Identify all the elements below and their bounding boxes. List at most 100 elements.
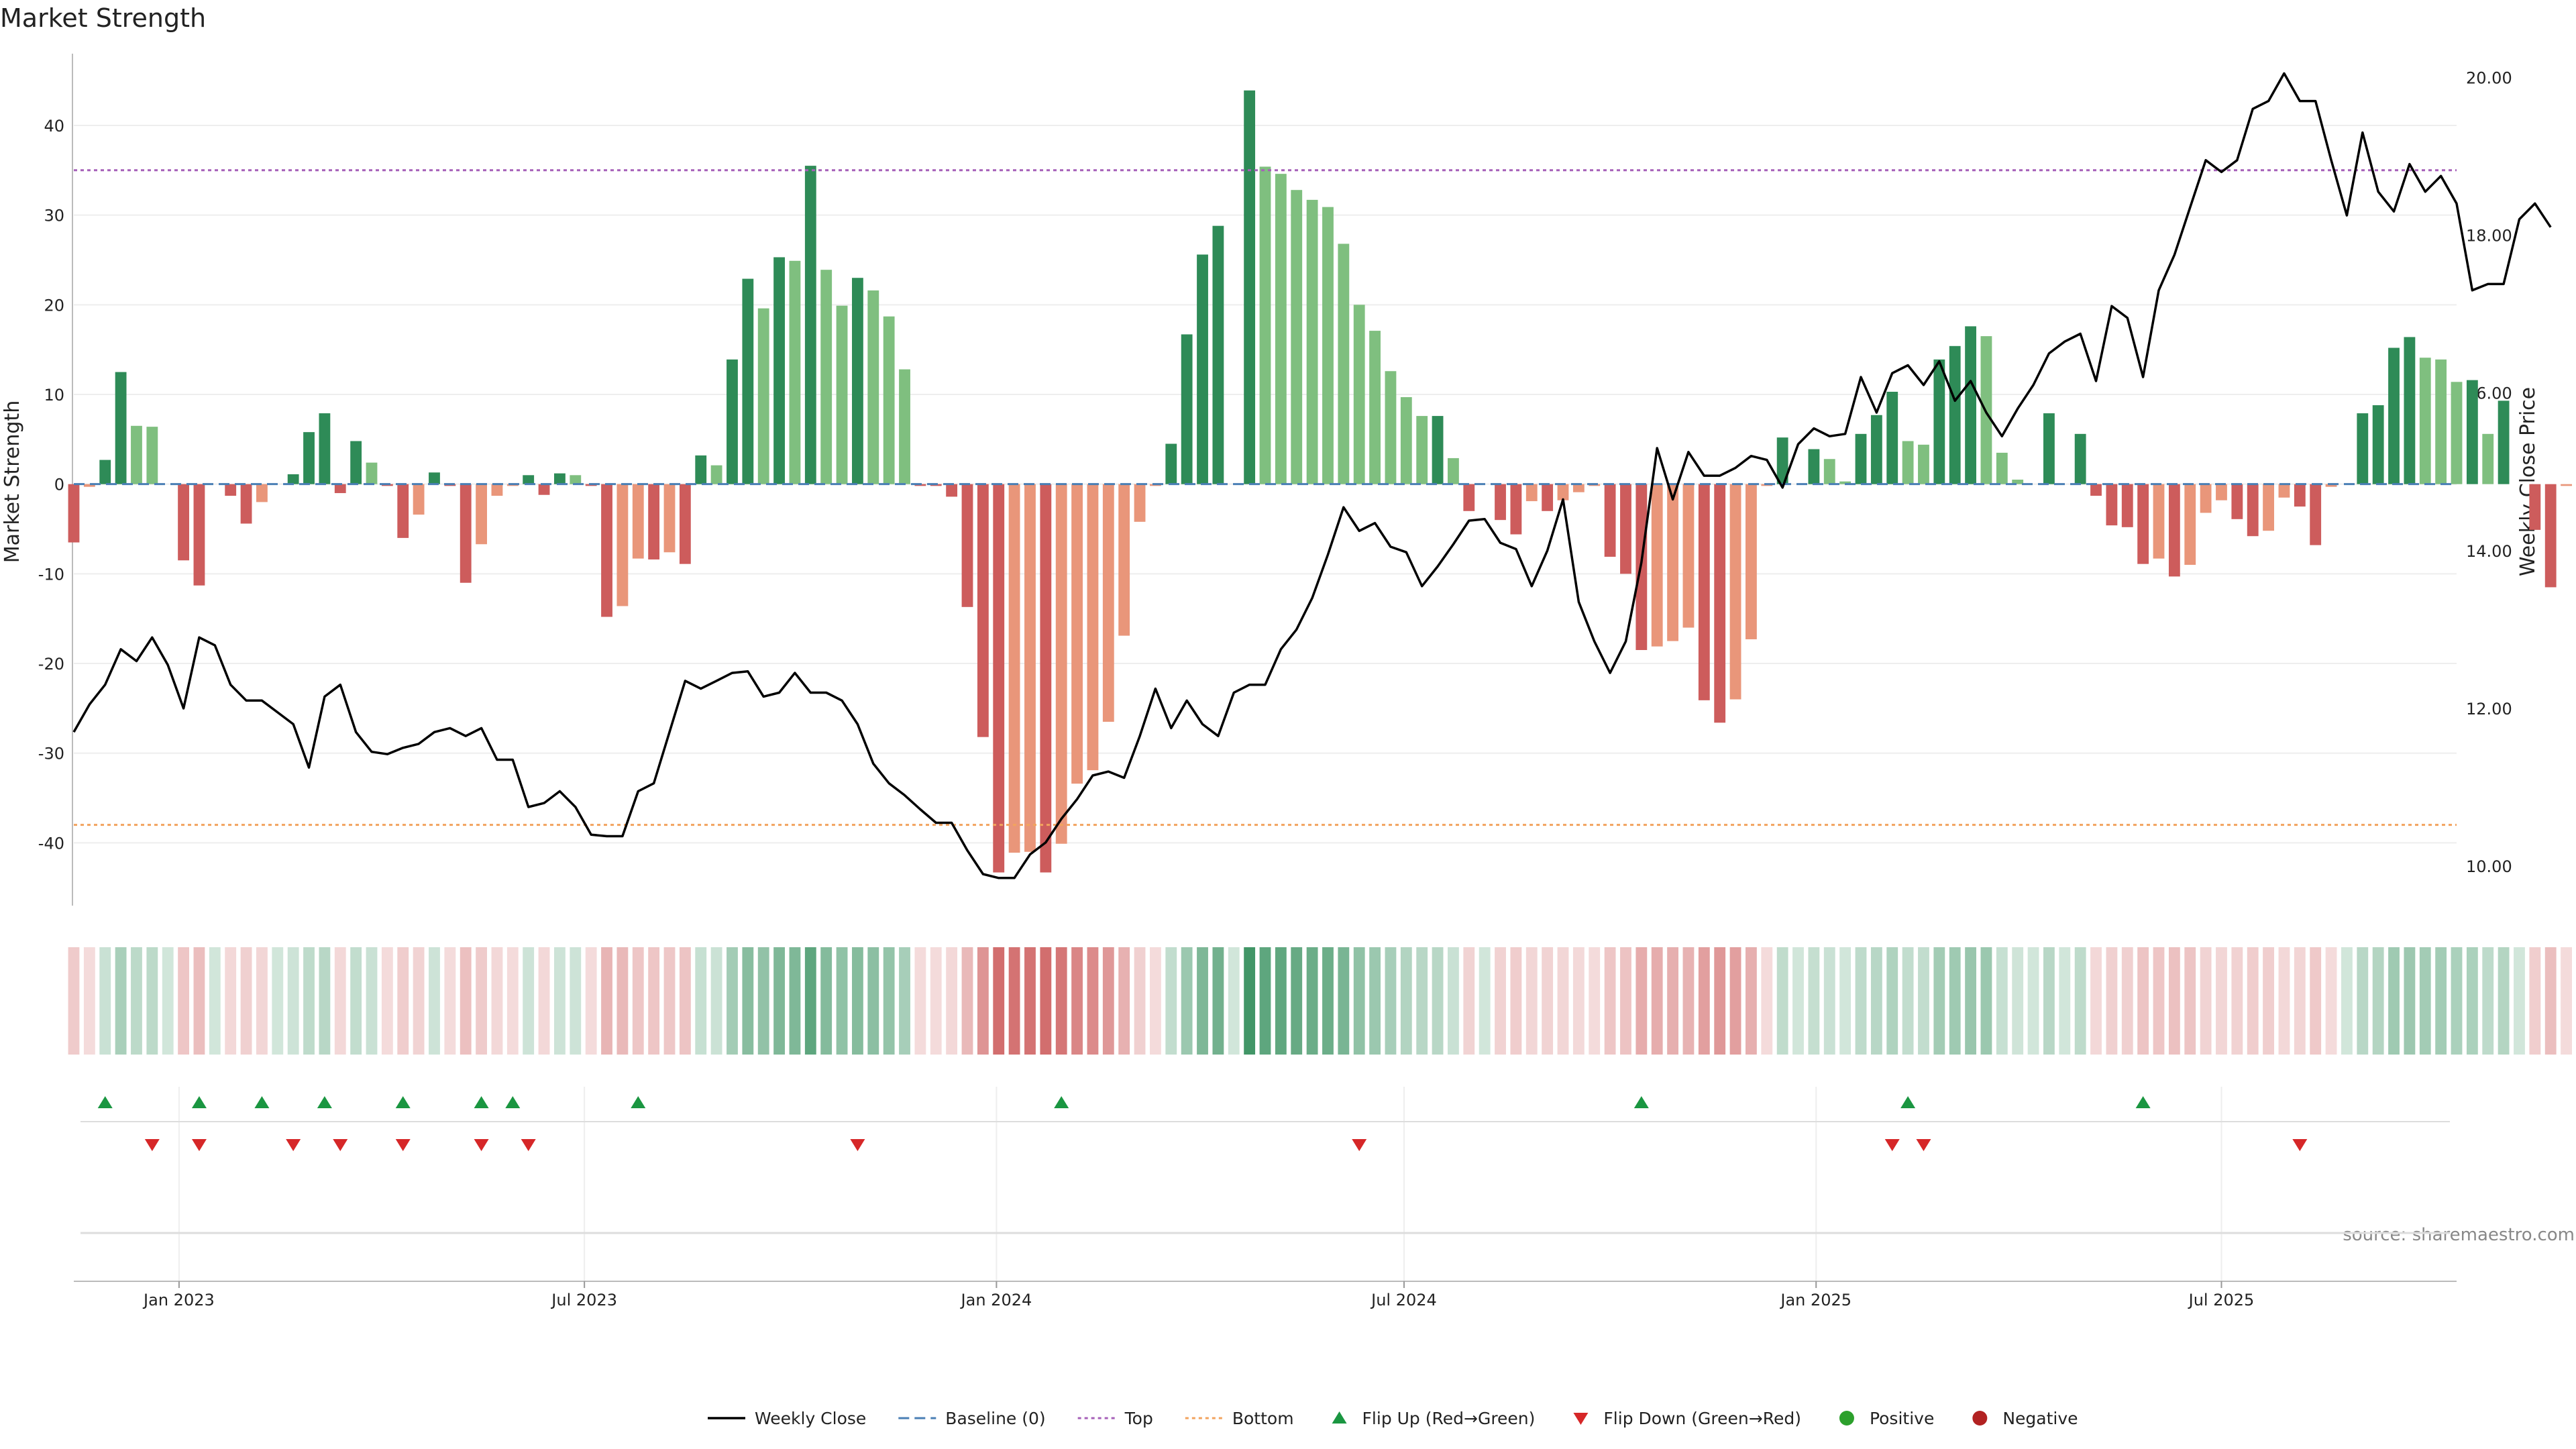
strength-bar xyxy=(1949,345,1961,484)
heat-cell xyxy=(2498,947,2510,1055)
heat-cell xyxy=(2200,947,2212,1055)
strength-bar xyxy=(1620,484,1631,574)
strength-bar xyxy=(1432,416,1444,484)
heat-cell xyxy=(695,947,707,1055)
heat-cell xyxy=(2106,947,2118,1055)
flip-down-marker xyxy=(191,1139,207,1151)
heat-cell xyxy=(789,947,801,1055)
heat-cell xyxy=(1886,947,1898,1055)
strength-bar xyxy=(178,484,189,561)
heat-cell xyxy=(710,947,722,1055)
legend-label: Flip Up (Red→Green) xyxy=(1362,1409,1536,1428)
strength-bar xyxy=(1525,484,1538,502)
strength-bar xyxy=(1040,484,1052,873)
flip-down-marker xyxy=(1884,1139,1900,1151)
strength-bar xyxy=(1933,359,1945,484)
heat-cell xyxy=(1870,947,1882,1055)
heat-cell xyxy=(773,947,785,1055)
heat-cell xyxy=(523,947,535,1055)
strength-bar xyxy=(256,484,268,502)
heat-cell xyxy=(1071,947,1083,1055)
strength-bar xyxy=(2231,484,2243,519)
flip-down-marker xyxy=(333,1139,348,1151)
y-right-tick-label: 20.00 xyxy=(2466,68,2512,87)
heat-cell xyxy=(193,947,205,1055)
heat-cell xyxy=(632,947,644,1055)
flip-up-marker xyxy=(631,1096,646,1108)
strength-bar xyxy=(789,260,801,484)
heat-cell xyxy=(2325,947,2337,1055)
strength-heat-strip xyxy=(68,947,2572,1055)
strength-bar xyxy=(225,484,237,496)
strength-bar xyxy=(1024,484,1036,852)
flip-up-marker xyxy=(474,1096,489,1108)
flip-up-marker xyxy=(2135,1096,2151,1108)
strength-bar xyxy=(1055,484,1067,844)
heat-cell xyxy=(1400,947,1412,1055)
heat-cell xyxy=(209,947,221,1055)
heat-cell xyxy=(1808,947,1820,1055)
y-left-tick-label: 40 xyxy=(44,117,64,136)
legend: Weekly Close Baseline (0) Top Bottom Flip Up… xyxy=(708,1409,2078,1428)
x-tick-label: Jan 2024 xyxy=(960,1291,1032,1309)
strength-bar xyxy=(115,372,127,484)
strength-bar xyxy=(68,484,80,543)
y-left-tick-label: -40 xyxy=(38,834,64,853)
heat-cell xyxy=(2372,947,2384,1055)
heat-cell xyxy=(1181,947,1193,1055)
strength-bar xyxy=(2294,484,2306,507)
strength-bar xyxy=(1572,484,1585,492)
strength-bar xyxy=(742,278,754,484)
strength-bar xyxy=(2247,484,2259,537)
y-right-tick-label: 14.00 xyxy=(2466,542,2512,561)
legend-label: Positive xyxy=(1870,1409,1934,1428)
strength-bar xyxy=(523,475,535,484)
strength-bar xyxy=(1855,433,1867,484)
strength-bar xyxy=(460,484,472,583)
strength-bar xyxy=(899,369,910,484)
heat-cell xyxy=(1902,947,1914,1055)
y-axis-right-label: Weekly Close Price xyxy=(2516,387,2540,576)
weekly-close-line xyxy=(72,72,2552,879)
legend-label: Negative xyxy=(2002,1409,2078,1428)
flip-up-marker xyxy=(1900,1096,1916,1108)
heat-cell xyxy=(616,947,629,1055)
y-axis-left-label: Market Strength xyxy=(1,400,24,563)
legend-icon-flip-down xyxy=(1573,1413,1589,1425)
heat-cell xyxy=(444,947,456,1055)
strength-bar xyxy=(2419,358,2431,484)
date-axis: Jan 2023 Jul 2023 Jan 2024 Jul 2024 Jan 2025… xyxy=(74,1281,2457,1309)
heat-cell xyxy=(2514,947,2525,1055)
heat-cell xyxy=(2529,947,2541,1055)
strength-bar xyxy=(2043,413,2055,484)
strength-bar xyxy=(2012,480,2024,484)
heat-cell xyxy=(1572,947,1585,1055)
heat-cell xyxy=(366,947,378,1055)
strength-bar xyxy=(2544,484,2557,588)
heat-cell xyxy=(1369,947,1381,1055)
heat-cell xyxy=(2561,947,2572,1055)
heat-cell xyxy=(1448,947,1459,1055)
strength-bar xyxy=(1134,484,1146,522)
strength-bar xyxy=(1839,481,1851,484)
strength-bar xyxy=(554,473,566,484)
strength-bar xyxy=(2137,484,2149,564)
heat-cell xyxy=(1244,947,1256,1055)
strength-bar xyxy=(1510,484,1522,535)
strength-bar xyxy=(2106,484,2118,526)
flip-up-marker xyxy=(1054,1096,1069,1108)
strength-bar xyxy=(836,305,848,484)
strength-bar xyxy=(1275,174,1287,484)
heat-cell xyxy=(2247,947,2259,1055)
heat-cell xyxy=(1651,947,1663,1055)
y-left-tick-label: -30 xyxy=(38,745,64,763)
heat-cell xyxy=(476,947,487,1055)
strength-bar xyxy=(1495,484,1506,521)
legend-label: Weekly Close xyxy=(755,1409,866,1428)
heat-cell xyxy=(1150,947,1161,1055)
x-tick-label: Jul 2024 xyxy=(1370,1291,1437,1309)
strength-bar xyxy=(1729,484,1741,700)
legend-label: Flip Down (Green→Red) xyxy=(1603,1409,1801,1428)
heat-cell xyxy=(757,947,769,1055)
heat-cell xyxy=(1635,947,1648,1055)
